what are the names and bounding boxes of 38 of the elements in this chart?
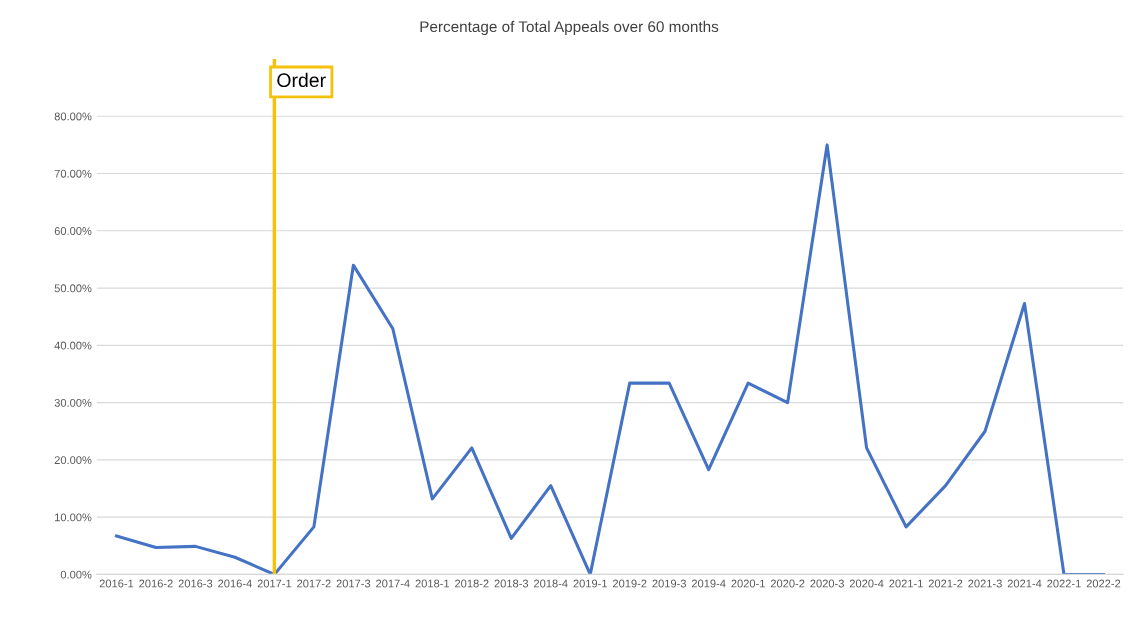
x-tick-label: 2021-3 xyxy=(968,579,1002,588)
x-tick-label: 2016-1 xyxy=(99,579,134,588)
x-tick-label: 2020-3 xyxy=(810,579,844,588)
y-tick-label: 50.00% xyxy=(54,284,92,293)
x-tick-label: 2022-1 xyxy=(1047,579,1081,588)
x-tick-label: 2019-1 xyxy=(573,579,607,588)
x-tick-label: 2020-1 xyxy=(731,579,765,588)
x-tick-label: 2021-2 xyxy=(928,579,963,588)
x-tick-label: 2018-4 xyxy=(534,579,568,588)
y-tick-label: 30.00% xyxy=(54,398,92,407)
x-tick-label: 2018-2 xyxy=(455,579,489,588)
x-tick-label: 2017-1 xyxy=(257,579,292,588)
x-tick-label: 2016-3 xyxy=(178,579,213,588)
chart-title: Percentage of Total Appeals over 60 months xyxy=(420,20,719,36)
x-tick-label: 2020-4 xyxy=(849,579,884,588)
y-tick-label: 70.00% xyxy=(54,169,92,178)
x-tick-label: 2022-2 xyxy=(1086,579,1121,588)
x-tick-label: 2019-3 xyxy=(652,579,686,588)
x-tick-label: 2021-4 xyxy=(1007,579,1042,588)
y-tick-label: 0.00% xyxy=(60,570,92,579)
x-tick-label: 2018-1 xyxy=(415,579,450,588)
y-tick-label: 20.00% xyxy=(54,456,92,465)
x-tick-label: 2019-2 xyxy=(612,579,647,588)
x-tick-label: 2016-2 xyxy=(139,579,173,588)
x-tick-label: 2018-3 xyxy=(494,579,529,588)
x-tick-label: 2016-4 xyxy=(218,579,252,588)
x-tick-label: 2021-1 xyxy=(889,579,923,588)
ref-line-label: Order xyxy=(277,72,326,88)
x-tick-label: 2017-2 xyxy=(297,579,331,588)
y-tick-label: 40.00% xyxy=(54,341,92,350)
y-tick-label: 10.00% xyxy=(55,513,92,522)
y-tick-label: 60.00% xyxy=(54,227,92,235)
y-tick-label: 80.00% xyxy=(54,112,92,121)
x-tick-label: 2019-4 xyxy=(691,579,726,588)
x-tick-label: 2017-3 xyxy=(336,579,371,588)
x-tick-label: 2020-2 xyxy=(770,579,805,588)
x-tick-label: 2017-4 xyxy=(376,579,410,588)
line-series xyxy=(114,143,1105,575)
